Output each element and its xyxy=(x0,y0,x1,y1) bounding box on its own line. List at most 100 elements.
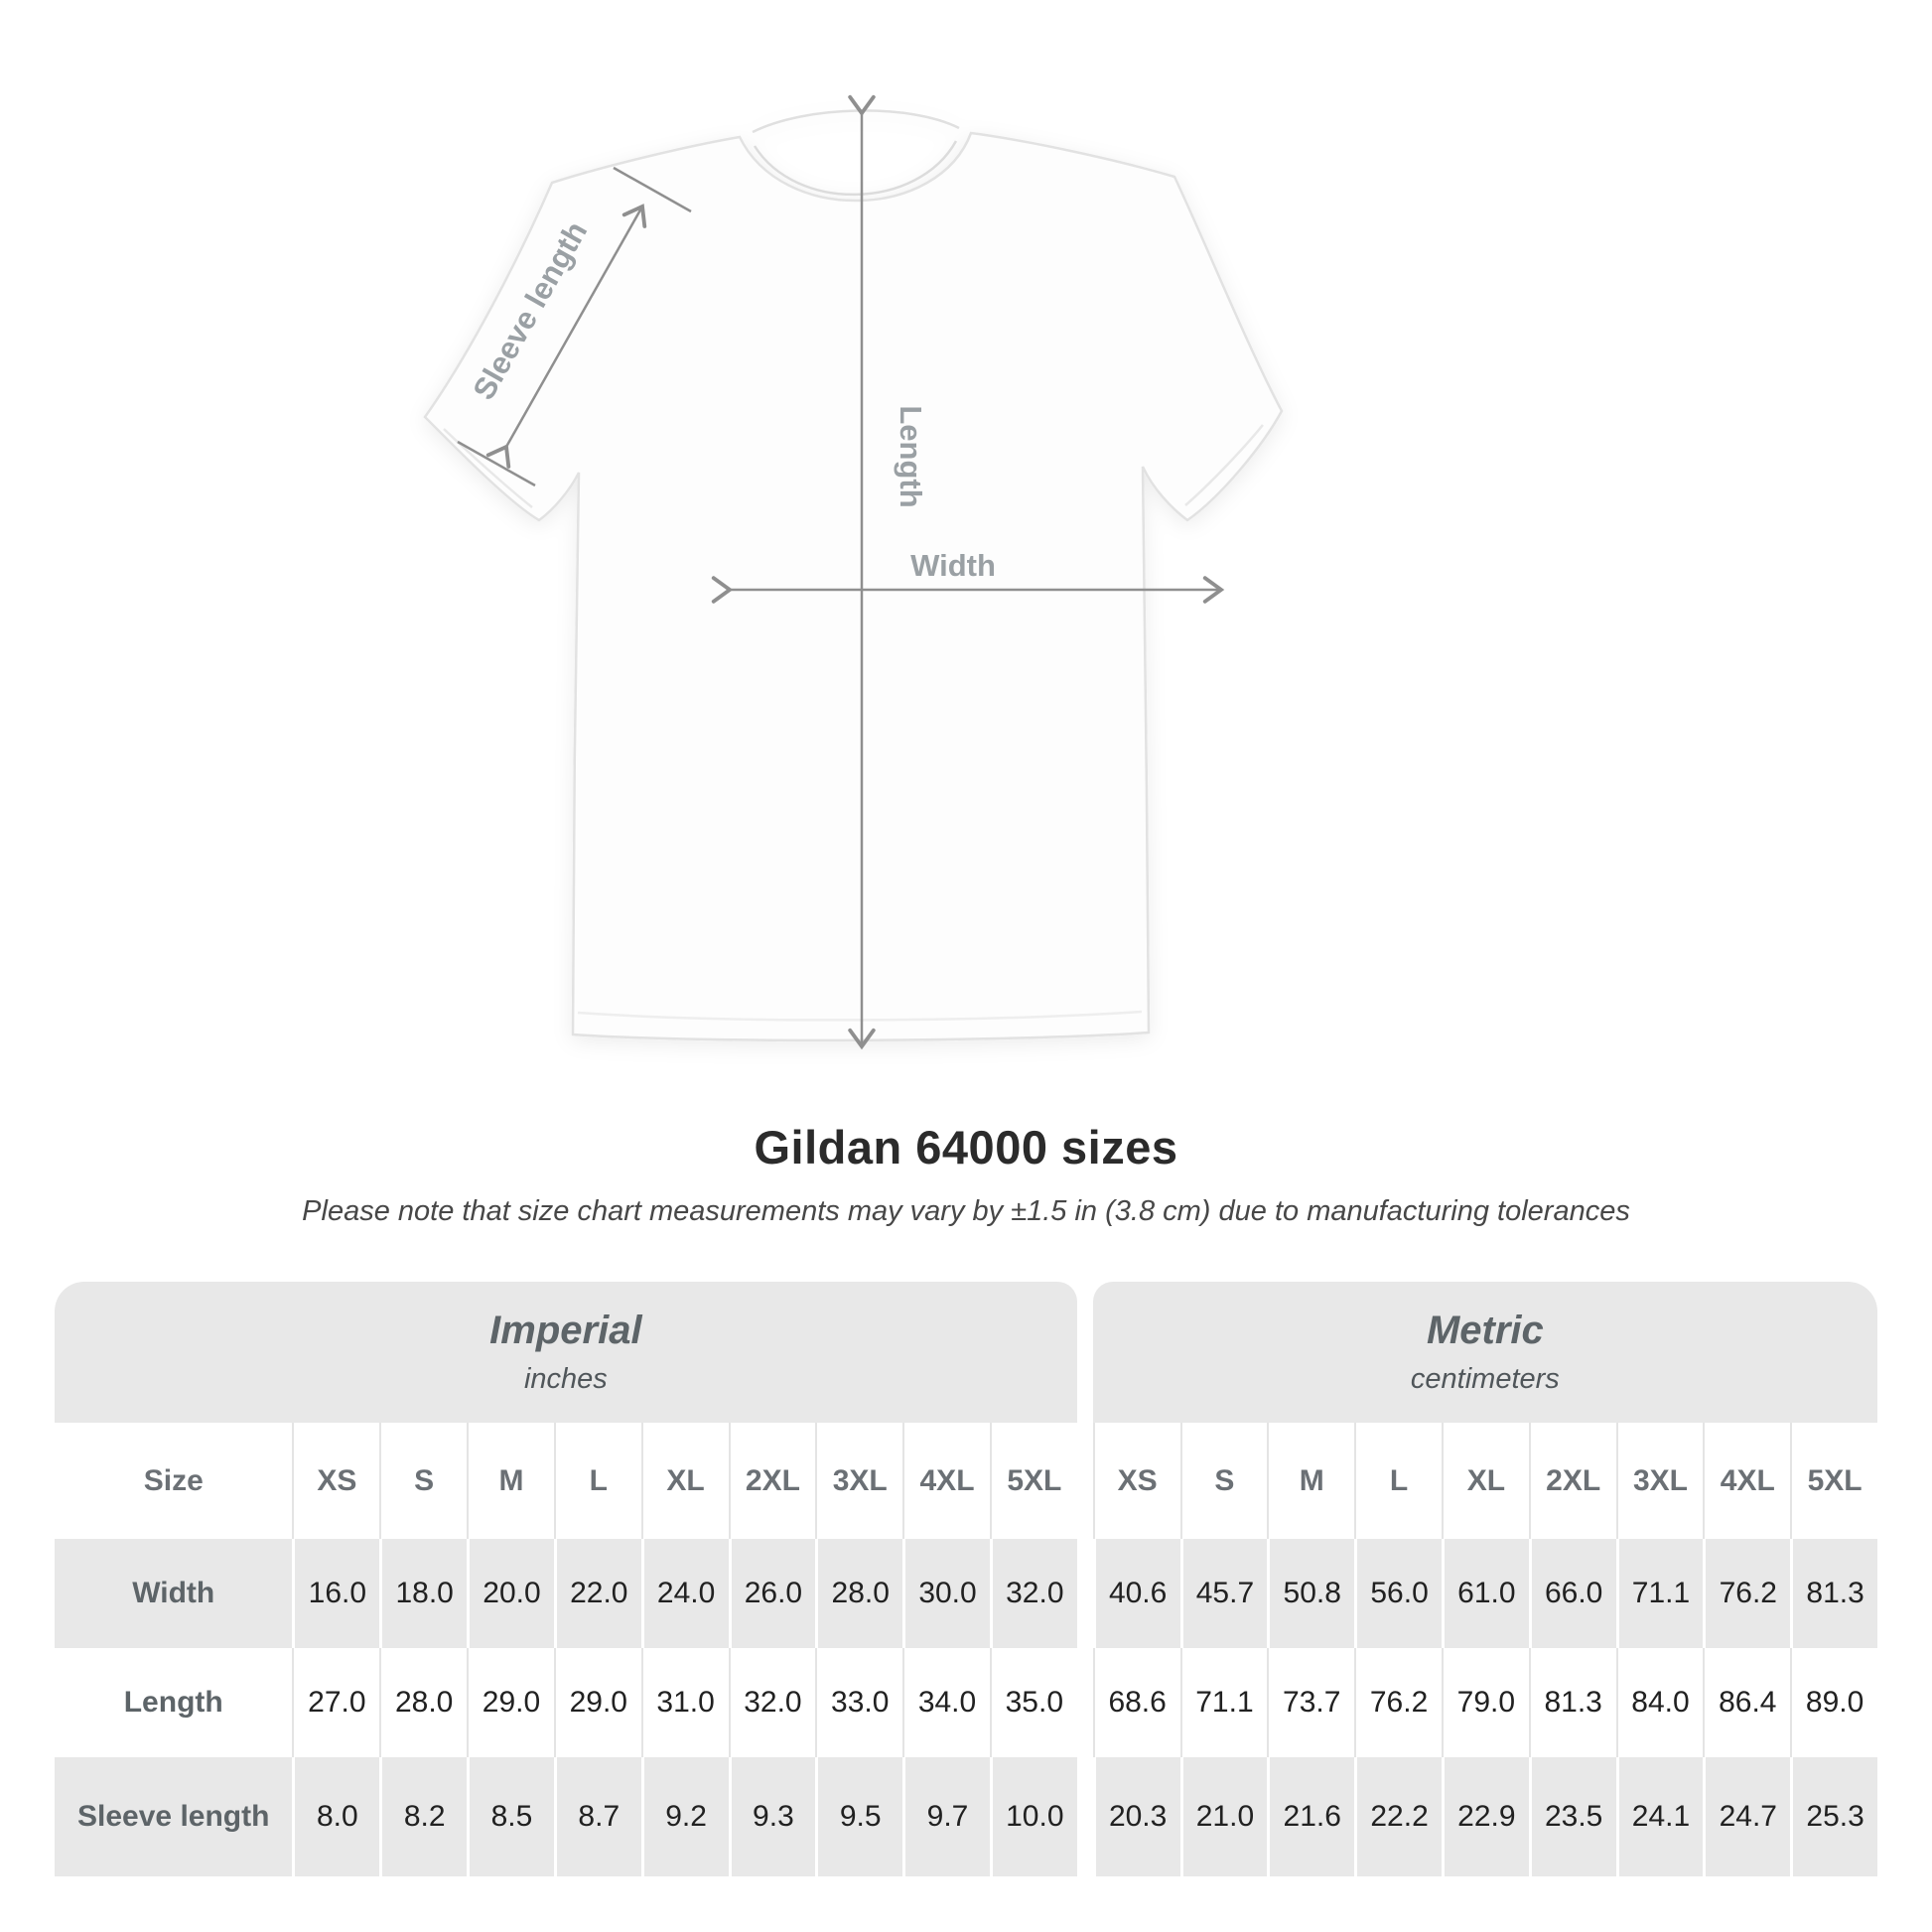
row-label: Length xyxy=(123,1686,223,1719)
unit-band-row: Imperial inches Metric centimeters xyxy=(55,1282,1877,1423)
table-cell: 50.8 xyxy=(1267,1539,1354,1648)
table-row-length: Length 27.0 28.0 29.0 29.0 31.0 32.0 33.… xyxy=(55,1648,1877,1757)
table-cell: 23.5 xyxy=(1528,1757,1616,1876)
table-row-sleeve-length: Sleeve length 8.0 8.2 8.5 8.7 9.2 9.3 9.… xyxy=(55,1757,1877,1876)
table-divider xyxy=(1076,1539,1093,1648)
tshirt-measurement-diagram: Sleeve length Length Width xyxy=(423,94,1284,1050)
table-cell: 9.2 xyxy=(640,1757,729,1876)
table-cell: 21.0 xyxy=(1179,1757,1268,1876)
table-cell: 9.5 xyxy=(815,1757,902,1876)
table-cell: 30.0 xyxy=(902,1539,990,1648)
table-cell: 22.9 xyxy=(1441,1757,1529,1876)
table-cell: 71.1 xyxy=(1615,1539,1704,1648)
size-header: XL xyxy=(1441,1423,1529,1539)
table-cell: 73.7 xyxy=(1267,1648,1354,1757)
imperial-unit: inches xyxy=(523,1363,608,1395)
table-cell: 40.6 xyxy=(1092,1539,1180,1648)
table-cell: 20.0 xyxy=(467,1539,554,1648)
table-cell: 45.7 xyxy=(1179,1539,1268,1648)
table-cell: 79.0 xyxy=(1441,1648,1529,1757)
size-header-row: Size XS S M L XL 2XL 3XL 4XL 5XL XS S M … xyxy=(55,1423,1877,1539)
table-cell: 32.0 xyxy=(728,1648,816,1757)
width-label: Width xyxy=(910,548,996,583)
length-label: Length xyxy=(894,405,928,507)
table-cell: 9.7 xyxy=(902,1757,990,1876)
table-cell: 32.0 xyxy=(989,1539,1077,1648)
size-header: S xyxy=(1179,1423,1268,1539)
table-cell: 26.0 xyxy=(728,1539,816,1648)
table-cell: 89.0 xyxy=(1790,1648,1877,1757)
table-cell: 28.0 xyxy=(379,1648,467,1757)
table-cell: 18.0 xyxy=(379,1539,467,1648)
table-cell: 81.3 xyxy=(1528,1648,1616,1757)
table-cell: 31.0 xyxy=(640,1648,729,1757)
table-cell: 29.0 xyxy=(553,1648,641,1757)
table-cell: 24.0 xyxy=(640,1539,729,1648)
table-cell: 8.7 xyxy=(553,1757,641,1876)
tolerance-note: Please note that size chart measurements… xyxy=(302,1195,1630,1227)
table-cell: 28.0 xyxy=(815,1539,902,1648)
table-cell: 21.6 xyxy=(1267,1757,1354,1876)
metric-label: Metric xyxy=(1426,1309,1544,1352)
metric-unit: centimeters xyxy=(1410,1363,1560,1395)
imperial-label: Imperial xyxy=(489,1309,642,1352)
table-divider xyxy=(1076,1423,1093,1539)
table-cell: 35.0 xyxy=(989,1648,1077,1757)
table-cell: 34.0 xyxy=(902,1648,990,1757)
sleeve-length-arrow xyxy=(457,166,692,487)
table-row-width: Width 16.0 18.0 20.0 22.0 24.0 26.0 28.0… xyxy=(55,1539,1877,1648)
table-cell: 8.0 xyxy=(292,1757,379,1876)
size-header: XS xyxy=(1092,1423,1180,1539)
table-cell: 8.2 xyxy=(379,1757,467,1876)
size-header: M xyxy=(467,1423,554,1539)
size-header: XL xyxy=(640,1423,729,1539)
table-cell: 29.0 xyxy=(467,1648,554,1757)
metric-band: Metric centimeters xyxy=(1092,1282,1877,1423)
size-header: 2XL xyxy=(728,1423,816,1539)
table-cell: 76.2 xyxy=(1703,1539,1790,1648)
size-header: 3XL xyxy=(1615,1423,1704,1539)
table-cell: 9.3 xyxy=(728,1757,816,1876)
size-header: 5XL xyxy=(1790,1423,1877,1539)
table-cell: 24.7 xyxy=(1703,1757,1790,1876)
size-header: 4XL xyxy=(1703,1423,1790,1539)
table-cell: 86.4 xyxy=(1703,1648,1790,1757)
table-cell: 25.3 xyxy=(1790,1757,1877,1876)
table-cell: 81.3 xyxy=(1790,1539,1877,1648)
imperial-band: Imperial inches xyxy=(55,1282,1077,1423)
table-cell: 8.5 xyxy=(467,1757,554,1876)
page-title: Gildan 64000 sizes xyxy=(754,1121,1178,1173)
table-divider xyxy=(1076,1648,1093,1757)
size-col-header: Size xyxy=(143,1463,204,1497)
table-cell: 76.2 xyxy=(1354,1648,1442,1757)
row-label: Sleeve length xyxy=(77,1800,270,1833)
size-header: 2XL xyxy=(1528,1423,1616,1539)
table-cell: 22.2 xyxy=(1354,1757,1442,1876)
table-cell: 84.0 xyxy=(1615,1648,1704,1757)
row-label: Width xyxy=(132,1577,215,1609)
table-cell: 66.0 xyxy=(1528,1539,1616,1648)
table-cell: 33.0 xyxy=(815,1648,902,1757)
table-cell: 22.0 xyxy=(553,1539,641,1648)
table-cell: 71.1 xyxy=(1179,1648,1268,1757)
table-cell: 16.0 xyxy=(292,1539,379,1648)
table-cell: 68.6 xyxy=(1092,1648,1180,1757)
size-table: Imperial inches Metric centimeters Size … xyxy=(55,1282,1877,1876)
table-cell: 56.0 xyxy=(1354,1539,1442,1648)
table-cell: 27.0 xyxy=(292,1648,379,1757)
table-cell: 10.0 xyxy=(989,1757,1077,1876)
size-header: L xyxy=(1354,1423,1442,1539)
size-header: S xyxy=(379,1423,467,1539)
band-divider xyxy=(1076,1282,1093,1423)
size-header: L xyxy=(553,1423,641,1539)
size-header: 3XL xyxy=(815,1423,902,1539)
table-cell: 20.3 xyxy=(1092,1757,1180,1876)
size-header: XS xyxy=(292,1423,379,1539)
size-header: 5XL xyxy=(989,1423,1077,1539)
collar-back xyxy=(752,109,960,134)
table-cell: 61.0 xyxy=(1441,1539,1529,1648)
table-divider xyxy=(1076,1757,1093,1876)
size-header: M xyxy=(1267,1423,1354,1539)
size-header: 4XL xyxy=(902,1423,990,1539)
table-cell: 24.1 xyxy=(1615,1757,1704,1876)
